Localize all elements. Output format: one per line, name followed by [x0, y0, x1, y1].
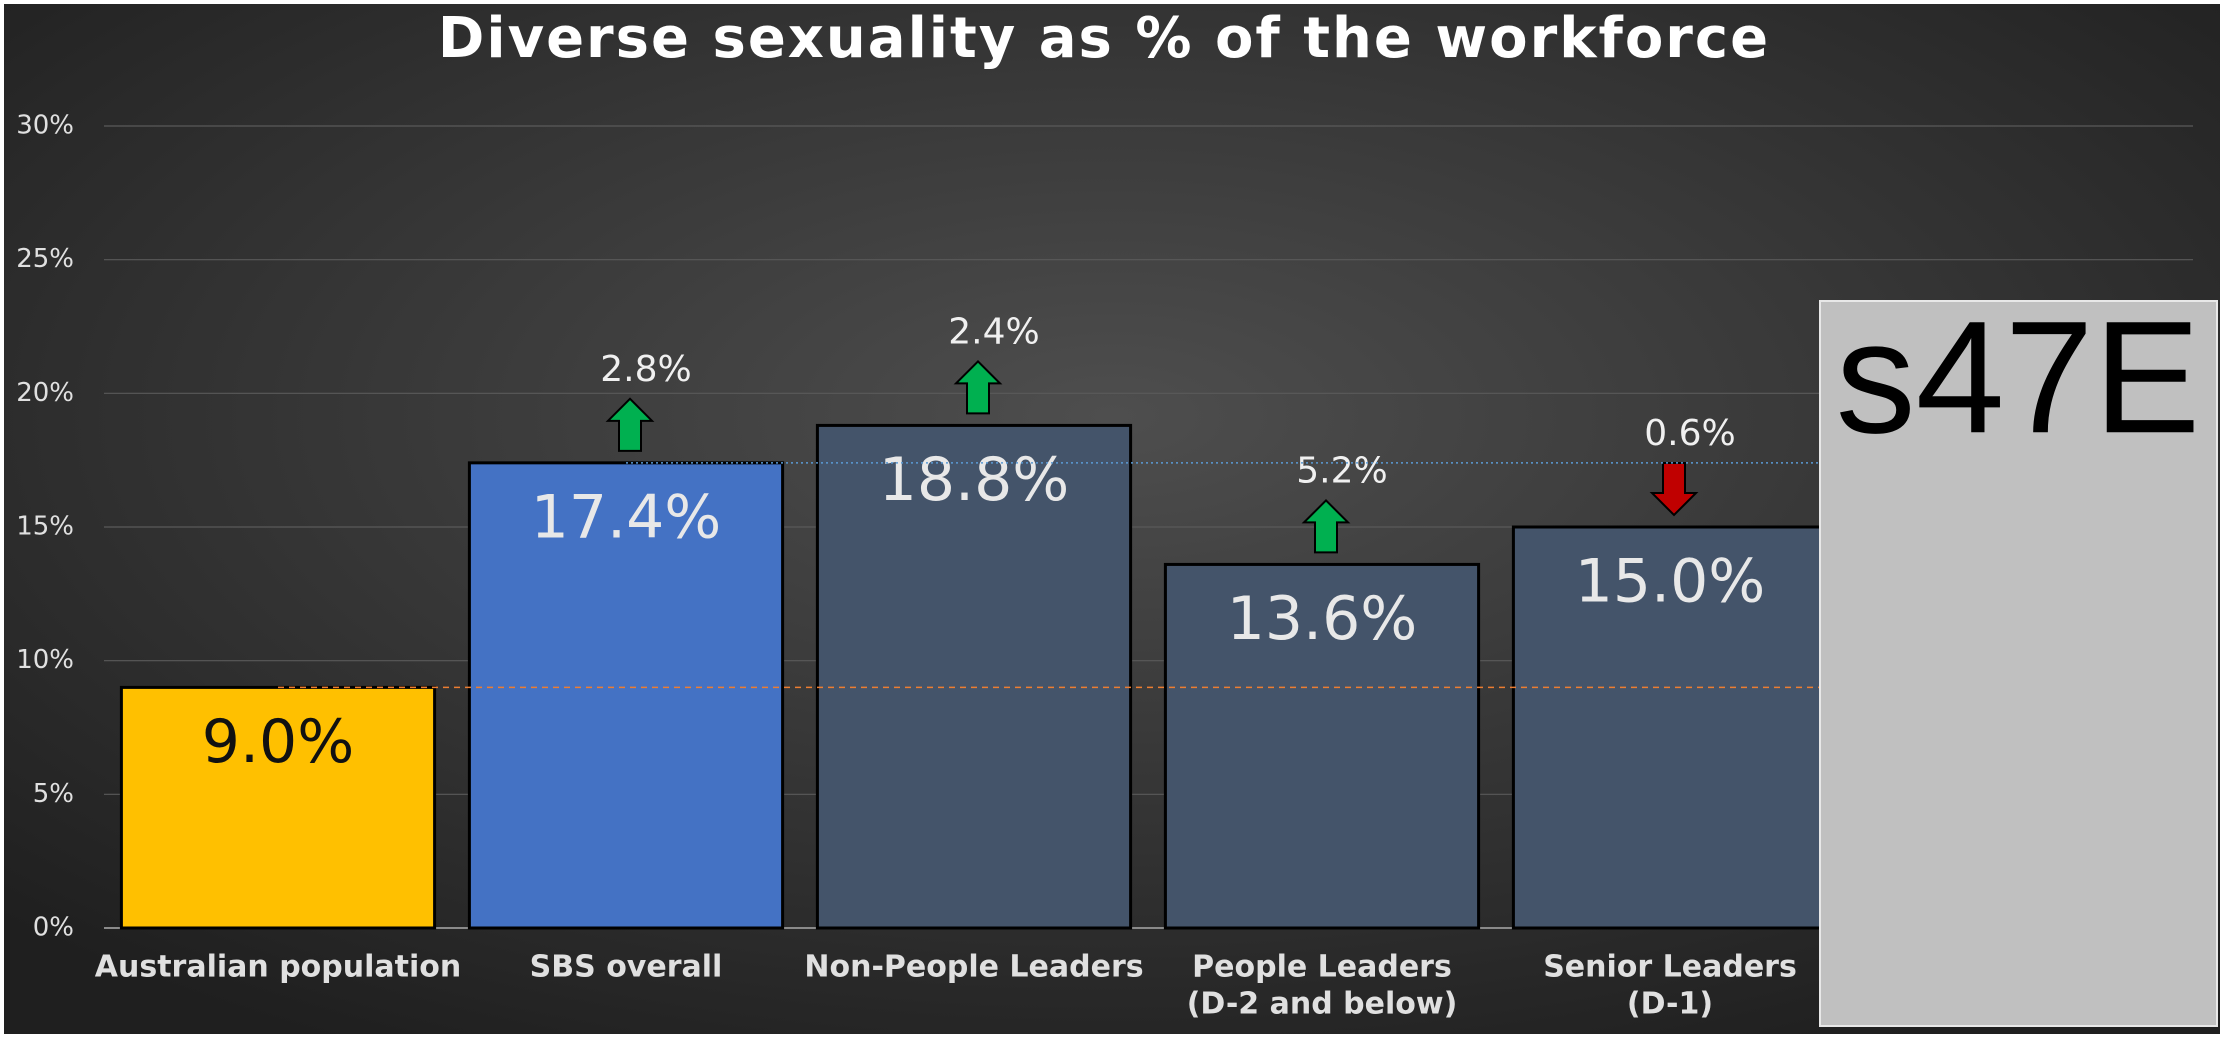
bar	[467, 461, 785, 930]
change-arrow	[953, 359, 1003, 415]
change-label: 0.6%	[1644, 413, 1735, 454]
y-tick-label: 0%	[33, 913, 74, 943]
x-tick-label: (D-1)	[1627, 987, 1713, 1022]
chart-title: Diverse sexuality as % of the workforce	[438, 6, 1770, 71]
x-tick-label: Australian population	[95, 950, 461, 985]
x-tick-label: Non-People Leaders	[804, 950, 1143, 985]
change-arrow	[1649, 462, 1699, 517]
y-tick-label: 20%	[16, 378, 74, 408]
change-arrow	[605, 397, 655, 452]
x-tick-label: People Leaders	[1192, 950, 1452, 985]
redaction-box	[1819, 300, 2218, 1027]
x-tick-label: (D-2 and below)	[1187, 987, 1458, 1022]
y-tick-label: 25%	[16, 244, 74, 274]
bar	[1163, 562, 1481, 930]
y-tick-label: 5%	[33, 779, 74, 809]
y-tick-label: 10%	[16, 645, 74, 675]
data-label: 18.8%	[879, 445, 1070, 515]
change-label: 2.8%	[600, 349, 691, 390]
data-label: 15.0%	[1575, 547, 1766, 617]
y-tick-label: 30%	[16, 111, 74, 141]
y-tick-label: 15%	[16, 512, 74, 542]
data-label: 13.6%	[1227, 584, 1418, 654]
x-tick-label: Senior Leaders	[1543, 950, 1797, 985]
data-label: 17.4%	[531, 482, 722, 552]
redaction-label: s47E	[1836, 287, 2201, 466]
bar	[815, 423, 1133, 930]
change-label: 2.4%	[948, 311, 1039, 352]
change-label: 5.2%	[1296, 450, 1387, 491]
data-label: 9.0%	[202, 707, 354, 777]
x-tick-label: SBS overall	[530, 950, 723, 985]
change-arrow	[1301, 499, 1351, 554]
